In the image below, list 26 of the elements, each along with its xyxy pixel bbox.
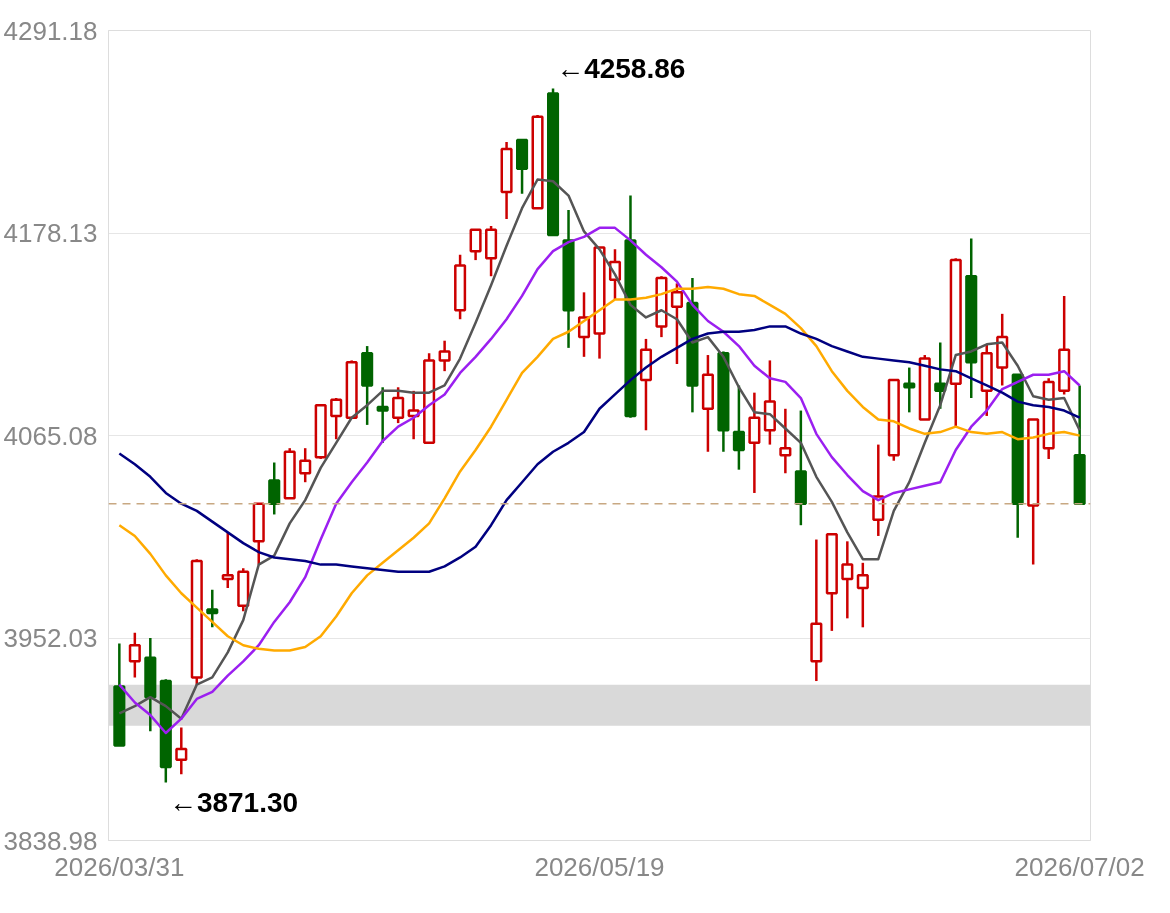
candlestick: [670, 282, 683, 366]
candlestick: [221, 531, 234, 590]
y-tick-label: 3952.03: [3, 623, 98, 653]
candlestick: [469, 228, 482, 262]
y-tick-label: 4291.18: [3, 15, 98, 46]
line-series: [118, 285, 1081, 652]
candlestick: [128, 631, 141, 679]
y-tick-label: 4065.08: [3, 420, 98, 451]
candlestick: [206, 588, 219, 629]
candlestick: [268, 461, 281, 516]
candlestick: [856, 561, 869, 629]
candlestick: [330, 396, 343, 441]
candlestick: [732, 384, 745, 471]
candlestick: [299, 446, 312, 484]
annotation: ←3871.30: [168, 786, 299, 818]
line-series: [118, 325, 1081, 574]
candlestick: [175, 726, 188, 776]
candlestick: [438, 339, 451, 373]
x-tick-label: 2026/07/02: [1014, 851, 1145, 882]
candlestick: [392, 386, 405, 425]
annotation: ←4258.86: [556, 53, 686, 85]
candlestick: [841, 540, 854, 620]
candlestick: [903, 366, 916, 414]
candlestick: [779, 407, 792, 475]
y-tick-label: 4178.13: [3, 218, 98, 248]
x-tick-label: 2026/05/19: [534, 851, 665, 882]
